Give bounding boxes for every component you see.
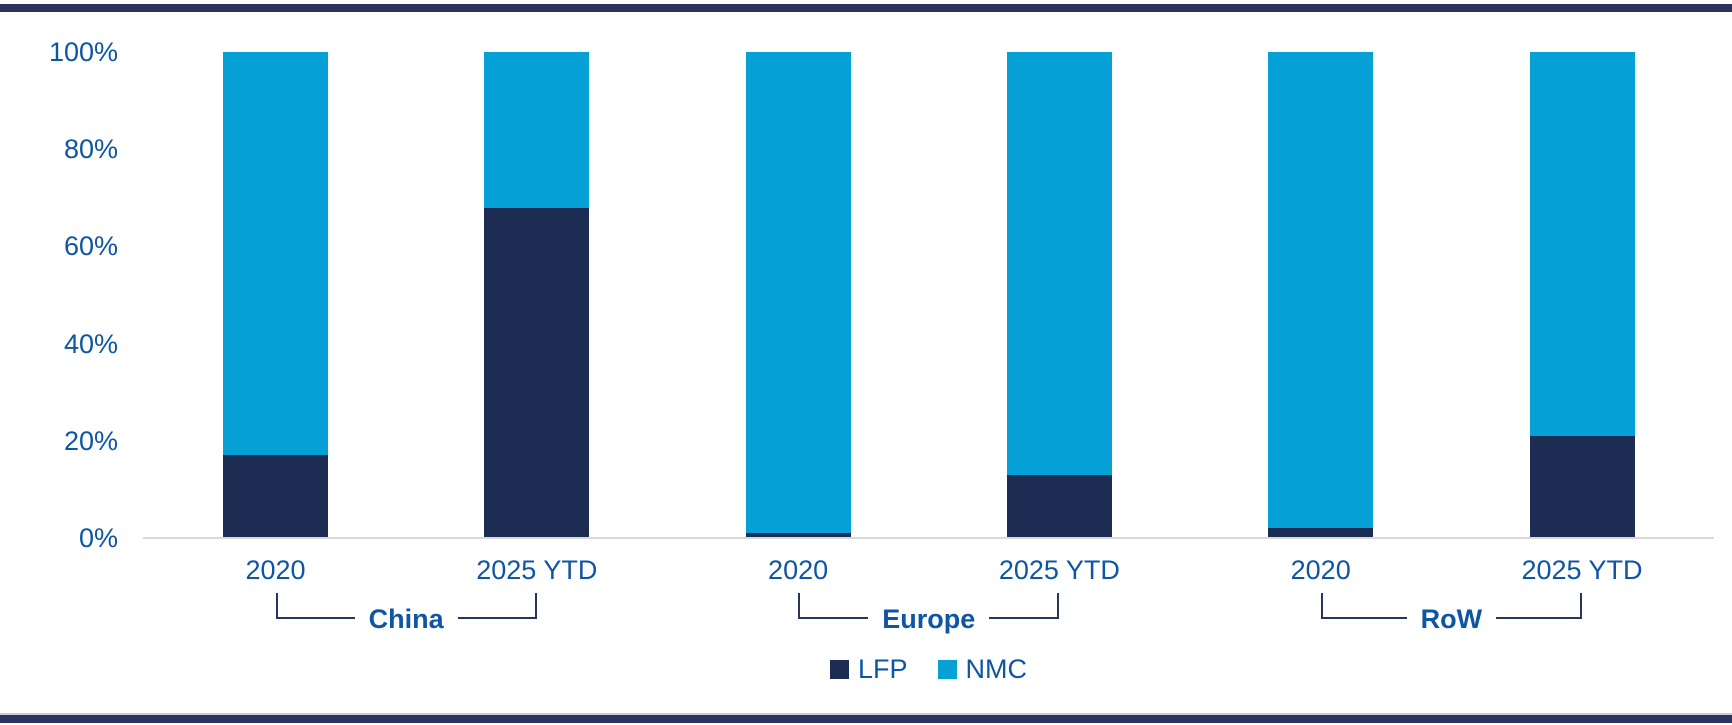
bar-segment-nmc (1529, 52, 1635, 436)
legend-label: LFP (857, 654, 908, 684)
bracket-line-right (1496, 593, 1582, 619)
stacked-bar (1268, 52, 1374, 538)
legend-swatch-icon (829, 660, 849, 679)
y-tick-label: 40% (63, 328, 118, 359)
bar-segment-lfp (1268, 528, 1374, 538)
bar-segment-lfp (223, 455, 328, 538)
bracket-line-left (275, 593, 355, 619)
x-tick-label: 2025 YTD (476, 555, 598, 585)
legend-item-lfp: LFP (829, 654, 908, 684)
x-tick-label: 2020 (768, 555, 829, 585)
y-tick-label: 60% (63, 231, 118, 262)
bracket-line-left (798, 593, 869, 619)
bracket-line-left (1320, 593, 1407, 619)
bar-segment-nmc (1006, 52, 1112, 475)
stacked-bar (1006, 52, 1112, 538)
legend: LFP NMC (143, 656, 1714, 683)
bracket-line-right (989, 593, 1060, 619)
legend-item-nmc: NMC (937, 654, 1028, 684)
group-bracket: RoW (1320, 593, 1582, 633)
bar-segment-nmc (223, 52, 328, 456)
group-label: China (368, 604, 444, 634)
stacked-bar (223, 52, 328, 538)
bracket-line-right (457, 593, 537, 619)
group-label: RoW (1420, 604, 1483, 634)
legend-swatch-icon (937, 660, 957, 679)
bar-segment-lfp (484, 207, 590, 538)
x-axis-line (143, 537, 1714, 539)
y-tick-label: 20% (63, 425, 118, 456)
bar-segment-nmc (745, 52, 851, 534)
bar-segment-nmc (484, 52, 590, 208)
x-tick-label: 2025 YTD (998, 555, 1120, 585)
legend-label: NMC (965, 654, 1028, 684)
bottom-rule (0, 715, 1732, 723)
y-tick-label: 0% (78, 523, 118, 553)
x-tick-label: 2020 (1290, 555, 1351, 585)
group-bracket: Europe (798, 593, 1060, 633)
group-label: Europe (882, 604, 976, 634)
group-bracket: China (275, 593, 537, 633)
bar-segment-lfp (1529, 435, 1635, 538)
y-tick-label: 80% (63, 134, 118, 165)
y-tick-label: 100% (48, 37, 118, 67)
stacked-bar (484, 52, 590, 538)
bottom-rule-shadow (0, 713, 1732, 715)
top-rule (0, 4, 1732, 12)
bar-segment-nmc (1268, 52, 1374, 529)
bar-segment-lfp (745, 533, 851, 538)
stacked-bar (745, 52, 851, 538)
x-tick-label: 2020 (245, 555, 306, 585)
x-tick-label: 2025 YTD (1521, 555, 1643, 585)
stacked-bar (1529, 52, 1635, 538)
bar-segment-lfp (1006, 474, 1112, 538)
